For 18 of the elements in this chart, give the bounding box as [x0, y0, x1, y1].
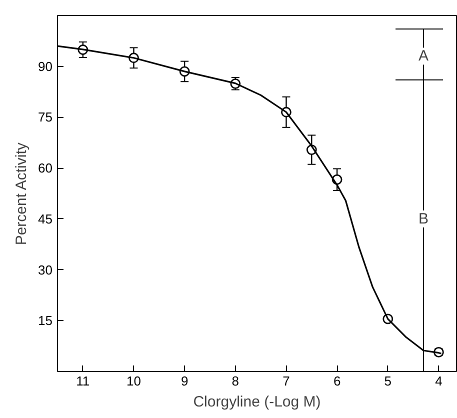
- x-tick-label: 9: [180, 374, 188, 388]
- x-tick-label: 6: [333, 374, 341, 388]
- y-tick-label: 45: [38, 211, 53, 226]
- x-tick-label: 8: [232, 374, 240, 388]
- x-axis-title: Clorgyline (-Log M): [193, 394, 321, 410]
- y-tick-label: 30: [38, 262, 53, 278]
- x-tick-label: 7: [282, 374, 290, 388]
- y-tick-label: 90: [38, 58, 53, 74]
- y-tick-label: 60: [38, 160, 53, 176]
- y-axis-title: Percent Activity: [13, 142, 30, 246]
- y-tick-label: 15: [38, 313, 53, 328]
- x-tick-label: 4: [435, 374, 442, 388]
- y-tick-label: 75: [38, 110, 53, 125]
- x-tick-label: 10: [126, 374, 141, 388]
- x-tick-label: 5: [384, 374, 392, 388]
- annotation: A: [418, 48, 428, 65]
- x-tick-label: 11: [76, 374, 90, 388]
- annotation: B: [418, 210, 428, 228]
